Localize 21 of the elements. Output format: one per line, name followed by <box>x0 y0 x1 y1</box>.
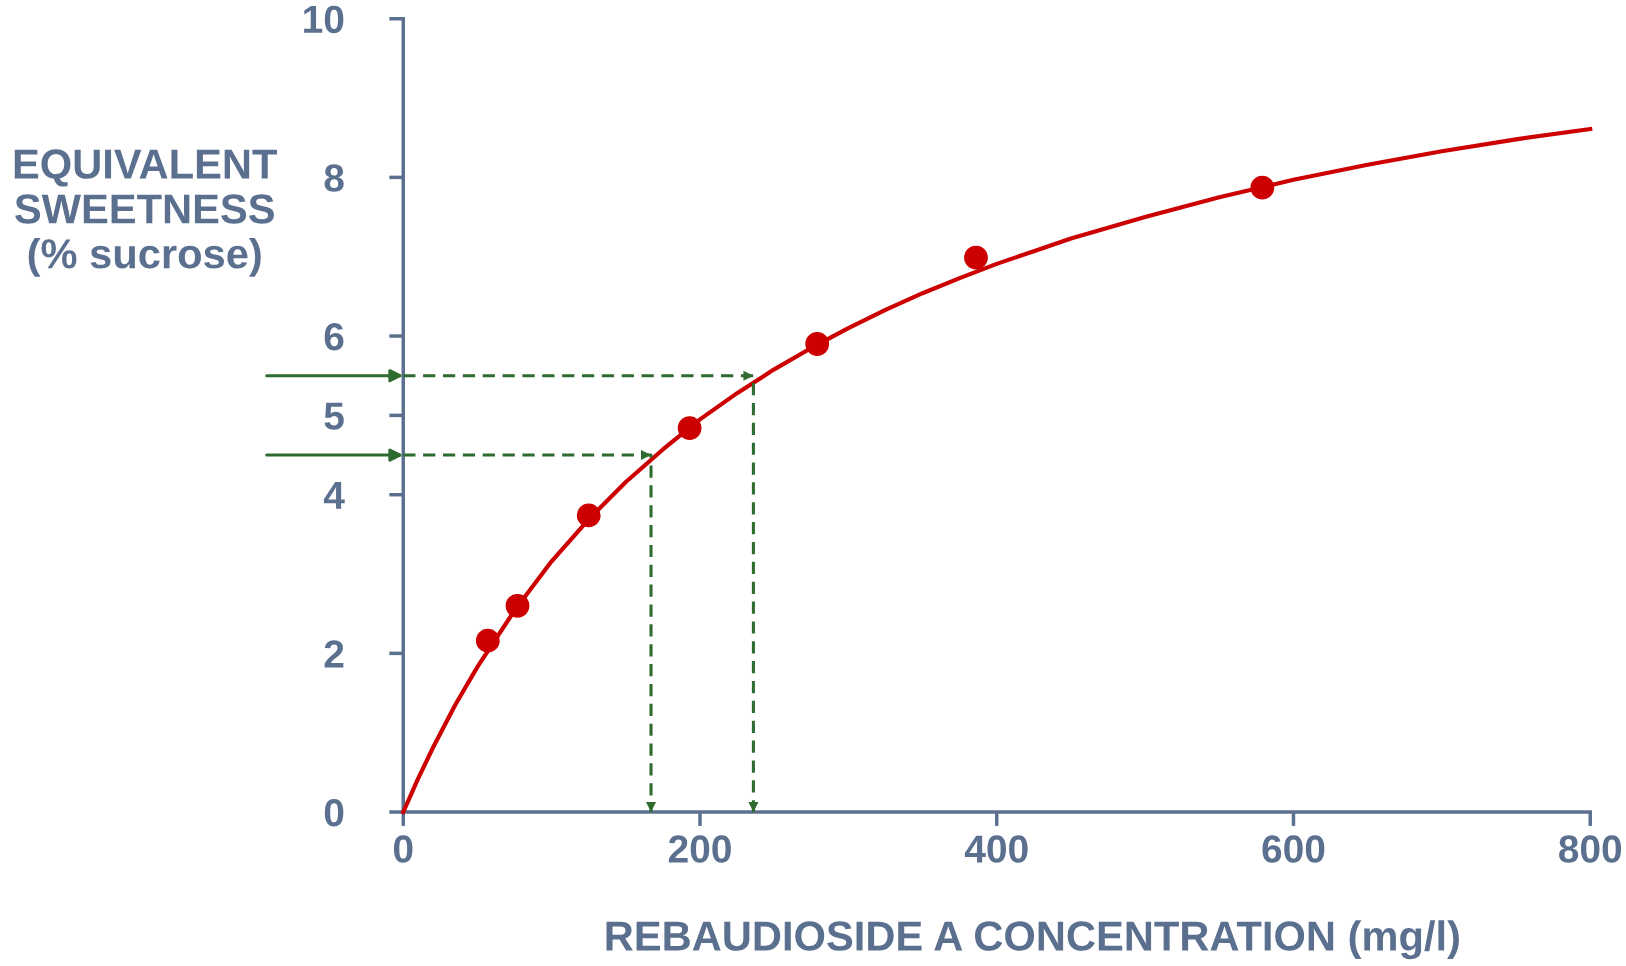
y-axis-title: EQUIVALENT SWEETNESS (% sucrose) <box>14 149 277 277</box>
point <box>475 628 500 653</box>
x-tick-label: 600 <box>1262 835 1325 863</box>
y-tick-label: 5 <box>324 402 344 430</box>
y-tick-label: 2 <box>324 640 344 668</box>
x-axis-title: REBAUDIOSIDE A CONCENTRATION (mg/l) <box>606 920 1459 960</box>
point <box>677 416 702 440</box>
point <box>505 593 530 618</box>
y-tick-label: 8 <box>324 164 344 192</box>
y-tick-label: 6 <box>324 322 344 351</box>
point <box>805 332 830 356</box>
x-tick-label: 800 <box>1559 835 1622 863</box>
x-tick-label: 200 <box>668 835 731 863</box>
y-tick-label: 0 <box>324 798 344 827</box>
point <box>1250 175 1275 200</box>
y-tick-label: 4 <box>323 482 345 509</box>
x-tick-label: 400 <box>964 835 1028 863</box>
point <box>964 245 988 270</box>
x-tick-label: 0 <box>393 835 413 863</box>
y-tick-label: 10 <box>304 5 344 34</box>
point <box>576 503 601 528</box>
